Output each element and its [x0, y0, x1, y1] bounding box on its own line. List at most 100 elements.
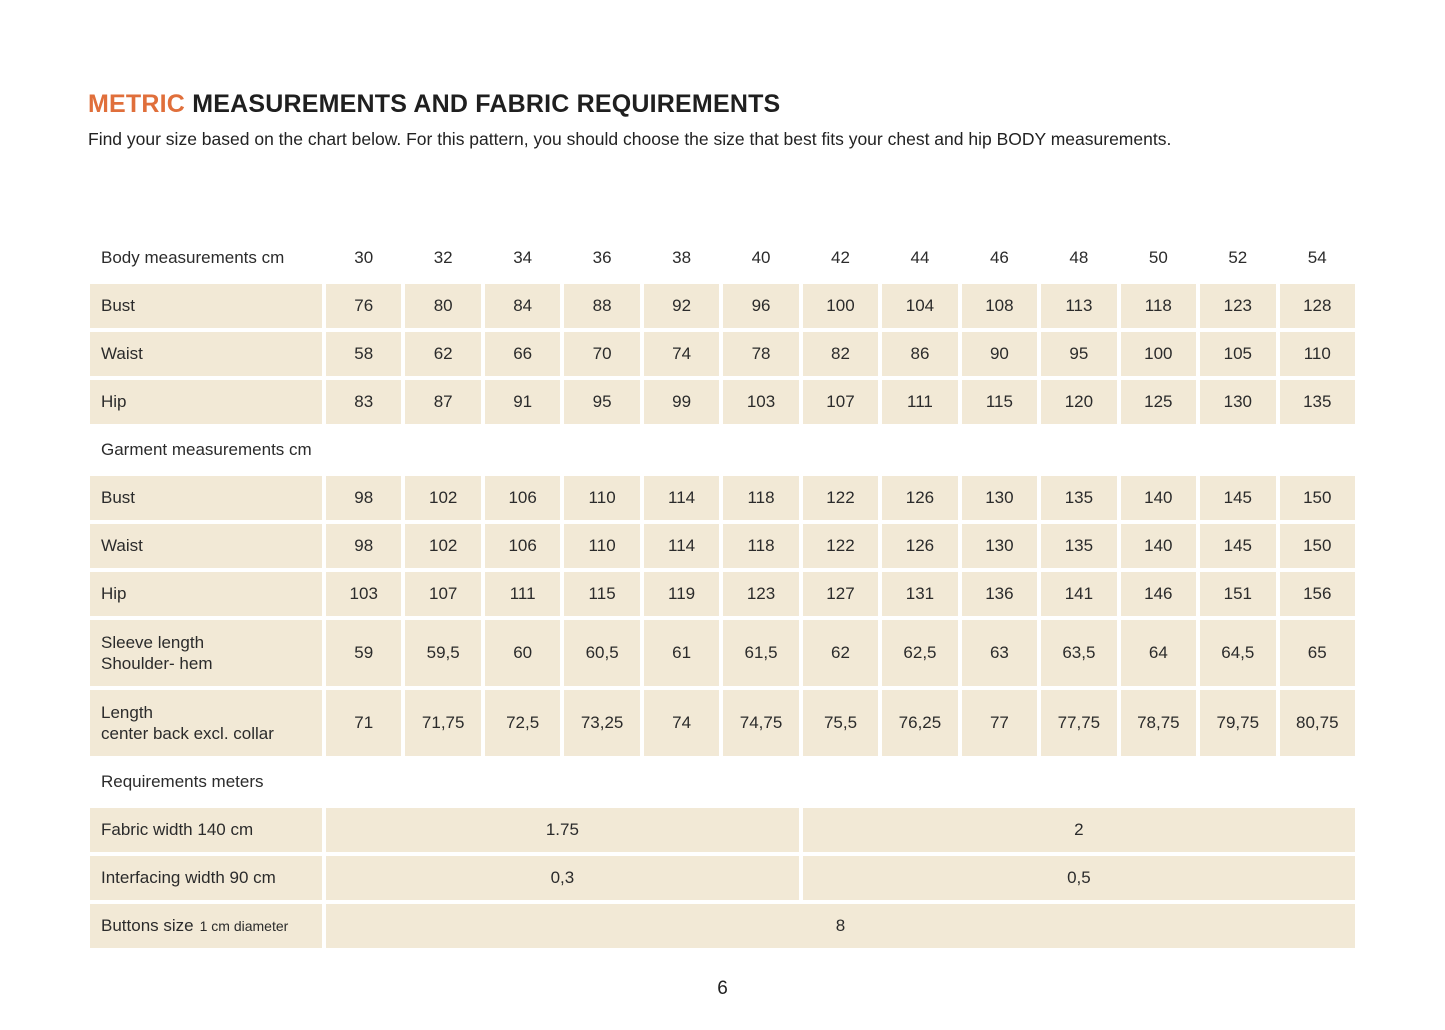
measurement-value: 128	[1279, 284, 1355, 328]
garment-measurement-row-length: Length center back excl. collar 71 71,75 72,…	[90, 690, 1355, 756]
measurement-value: 145	[1200, 524, 1276, 568]
row-label-hip: Hip	[90, 380, 322, 424]
row-label-waist: Waist	[90, 524, 322, 568]
measurement-value: 106	[484, 476, 561, 520]
measurement-value: 141	[1041, 572, 1117, 616]
page-title: METRIC MEASUREMENTS AND FABRIC REQUIREME…	[88, 90, 1358, 119]
size-header-row: Body measurements cm 30 32 34 36 38 40 42 44 46 48…	[90, 236, 1355, 280]
row-label-text: Interfacing width 90 cm	[101, 868, 276, 888]
garment-measurement-row-waist: Waist 98 102 106 110 114 118 122 126 130 135 140 145…	[90, 524, 1355, 568]
row-label-bust: Bust	[90, 284, 322, 328]
measurement-value: 63,5	[1041, 620, 1117, 686]
measurement-value: 135	[1041, 524, 1117, 568]
measurement-value: 82	[802, 332, 879, 376]
measurement-value: 118	[723, 524, 799, 568]
requirement-value-all-sizes: 8	[326, 904, 1355, 948]
measurement-value: 113	[1041, 284, 1117, 328]
row-label-line: Fabric width 140 cm	[101, 819, 253, 840]
measurement-value: 106	[484, 524, 561, 568]
measurement-value: 130	[961, 476, 1038, 520]
measurement-value: 120	[1041, 380, 1117, 424]
measurement-value: 98	[326, 476, 402, 520]
measurement-value: 96	[723, 284, 799, 328]
measurement-value: 59	[326, 620, 402, 686]
requirement-row-0: Fabric width 140 cm 1.75 2	[90, 808, 1355, 852]
measurement-value: 70	[564, 332, 640, 376]
requirements-section-row: Requirements meters	[90, 760, 1355, 804]
measurement-value: 151	[1200, 572, 1276, 616]
requirement-value-sizes-42-54: 2	[802, 808, 1355, 852]
requirement-value-sizes-42-54: 0,5	[802, 856, 1355, 900]
row-label-note: 1 cm diameter	[199, 918, 289, 935]
measurement-value: 75,5	[802, 690, 879, 756]
measurement-value: 111	[882, 380, 958, 424]
measurement-value: 88	[564, 284, 640, 328]
measurement-value: 100	[1120, 332, 1197, 376]
measurement-value: 122	[802, 476, 879, 520]
measurement-value: 114	[643, 476, 720, 520]
measurement-value: 107	[405, 572, 481, 616]
measurement-value: 131	[882, 572, 958, 616]
row-label-buttons-size: Buttons size 1 cm diameter	[90, 904, 322, 948]
requirement-value-sizes-30-40: 1.75	[326, 808, 799, 852]
measurement-value: 95	[564, 380, 640, 424]
measurement-value: 126	[882, 476, 958, 520]
measurement-value: 79,75	[1200, 690, 1276, 756]
row-label-text: Fabric width 140 cm	[101, 820, 254, 840]
measurement-value: 76	[326, 284, 402, 328]
requirements-section-label: Requirements meters	[101, 772, 264, 792]
measurement-value: 64,5	[1200, 620, 1276, 686]
garment-measurement-row-bust: Bust 98 102 106 110 114 118 122 126 130 135 140 145 1…	[90, 476, 1355, 520]
measurement-value: 110	[564, 476, 640, 520]
measurement-value: 78,75	[1120, 690, 1197, 756]
measurement-value: 62	[405, 332, 481, 376]
garment-measurement-row-sleeve-length: Sleeve length Shoulder- hem 59 59,5 60 60,5 61…	[90, 620, 1355, 686]
measurement-value: 104	[882, 284, 958, 328]
measurement-value: 115	[961, 380, 1038, 424]
measurement-value: 105	[1200, 332, 1276, 376]
body-measurement-row-hip: Hip 83 87 91 95 99 103 107 111 115 120 125 130 135	[90, 380, 1355, 424]
measurement-value: 90	[961, 332, 1038, 376]
body-measurement-row-bust: Bust 76 80 84 88 92 96 100 104 108 113 118 123 128	[90, 284, 1355, 328]
measurement-value: 110	[564, 524, 640, 568]
size-column-header-40: 40	[751, 248, 771, 268]
measurement-value: 103	[326, 572, 402, 616]
measurement-value: 150	[1279, 476, 1355, 520]
measurement-value: 80,75	[1279, 690, 1355, 756]
measurement-value: 135	[1279, 380, 1355, 424]
measurement-value: 84	[484, 284, 561, 328]
row-label-line2: center back excl. collar	[101, 724, 274, 743]
measurement-value: 107	[802, 380, 879, 424]
size-column-header-46: 46	[989, 248, 1009, 268]
row-label-sleeve-length: Sleeve length Shoulder- hem	[90, 620, 322, 686]
measurement-value: 61,5	[723, 620, 799, 686]
measurement-value: 118	[1120, 284, 1197, 328]
measurement-value: 83	[326, 380, 402, 424]
measurement-value: 100	[802, 284, 879, 328]
measurement-value: 71	[326, 690, 402, 756]
measurement-value: 76,25	[882, 690, 958, 756]
requirement-row-2: Buttons size 1 cm diameter 8	[90, 904, 1355, 948]
size-column-header-50: 50	[1148, 248, 1168, 268]
page-header: METRIC MEASUREMENTS AND FABRIC REQUIREME…	[88, 90, 1358, 152]
measurement-value: 60,5	[564, 620, 640, 686]
size-column-header-34: 34	[513, 248, 533, 268]
measurement-value: 123	[723, 572, 799, 616]
page-title-highlight: METRIC	[88, 90, 186, 118]
size-column-header-30: 30	[354, 248, 374, 268]
measurement-value: 74	[643, 690, 720, 756]
measurement-value: 111	[484, 572, 561, 616]
row-label-line: Interfacing width 90 cm	[101, 867, 276, 888]
measurement-value: 110	[1279, 332, 1355, 376]
measurement-value: 145	[1200, 476, 1276, 520]
measurement-value: 66	[484, 332, 561, 376]
measurement-value: 74	[643, 332, 720, 376]
measurement-value: 127	[802, 572, 879, 616]
measurement-value: 64	[1120, 620, 1197, 686]
measurement-value: 125	[1120, 380, 1197, 424]
measurement-value: 61	[643, 620, 720, 686]
measurement-value: 135	[1041, 476, 1117, 520]
page-subtitle: Find your size based on the chart below.…	[88, 129, 1172, 149]
measurement-value: 140	[1120, 524, 1197, 568]
